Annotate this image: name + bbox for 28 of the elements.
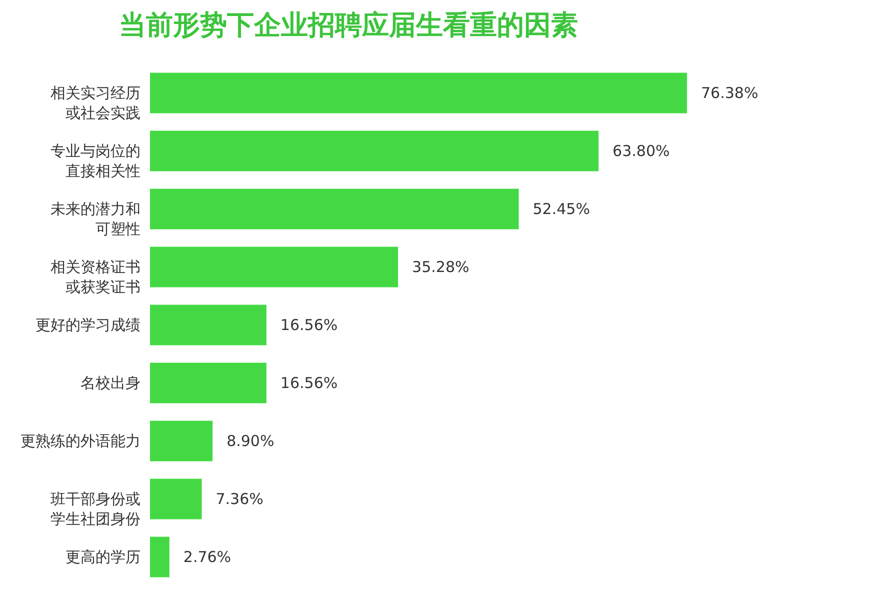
bar (150, 72, 687, 114)
y-tick-label: 更好的学习成绩 (36, 316, 140, 334)
y-tick-label: 未来的潜力和可塑性 (50, 200, 140, 238)
bar (150, 536, 170, 578)
bar (150, 188, 519, 230)
y-tick-label: 更熟练的外语能力 (20, 432, 140, 450)
data-label: 76.38% (701, 84, 758, 102)
y-tick-label: 名校出身 (80, 374, 140, 392)
data-label: 16.56% (280, 316, 338, 334)
y-tick-label: 班干部身份或学生社团身份 (50, 490, 140, 528)
y-tick-label: 相关实习经历或社会实践 (50, 84, 140, 122)
data-label: 16.56% (280, 374, 338, 392)
y-tick-label: 专业与岗位的直接相关性 (50, 142, 140, 180)
bar (150, 478, 202, 520)
bar (150, 420, 213, 462)
y-tick-label: 相关资格证书或获奖证书 (50, 258, 140, 296)
data-label: 35.28% (412, 258, 470, 276)
data-label: 7.36% (216, 490, 264, 508)
bar (150, 362, 266, 404)
y-tick-label: 更高的学历 (66, 548, 140, 566)
data-label: 8.90% (226, 432, 274, 450)
data-label: 63.80% (612, 142, 670, 160)
data-label: 2.76% (183, 548, 232, 566)
bar (150, 246, 398, 288)
chart-title: 当前形势下企业招聘应届生看重的因素 (119, 10, 578, 41)
data-label: 52.45% (532, 200, 590, 218)
bar (150, 130, 599, 172)
bar (150, 304, 266, 346)
